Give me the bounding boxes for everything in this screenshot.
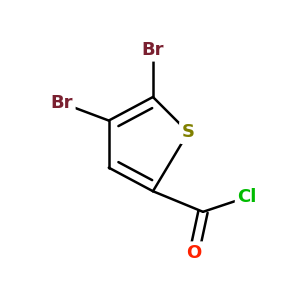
- Text: S: S: [182, 123, 195, 141]
- Text: Cl: Cl: [238, 188, 257, 206]
- Text: O: O: [187, 244, 202, 262]
- Text: Br: Br: [142, 41, 164, 59]
- Text: Br: Br: [50, 94, 73, 112]
